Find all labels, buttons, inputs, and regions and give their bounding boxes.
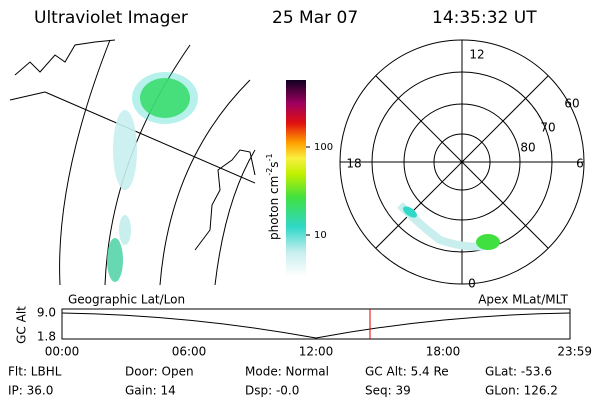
status-field: Gain: 14 <box>125 384 176 398</box>
colorbar <box>286 80 306 276</box>
colorbar-tick-label: 100 <box>314 142 333 153</box>
timeline-left-label: Geographic Lat/Lon <box>68 293 185 307</box>
unit: photon cm <box>267 176 281 240</box>
status: Flt: LBHL Door: Open Mode: Normal GC Alt: 5… <box>8 365 558 398</box>
status-field: GC Alt: 5.4 Re <box>365 365 449 379</box>
lat-label: 60 <box>564 97 579 111</box>
timeline-right-label: Apex MLat/MLT <box>478 293 568 307</box>
mlt-label: 6 <box>576 157 584 171</box>
date: 25 Mar 07 <box>272 8 358 28</box>
lat-label: 80 <box>520 141 535 155</box>
alt-tick: 9.0 <box>37 306 56 320</box>
status-field: GLon: 126.2 <box>485 384 558 398</box>
status-field: Door: Open <box>125 365 194 379</box>
altitude-curve <box>61 312 571 339</box>
exponent: -2 <box>265 168 274 176</box>
timeline-box <box>61 308 571 340</box>
status-field: GLat: -53.6 <box>485 365 552 379</box>
status-field: IP: 36.0 <box>8 384 53 398</box>
time-tick: 12:00 <box>299 345 334 359</box>
status-field: Mode: Normal <box>245 365 329 379</box>
time-tick: 23:59 <box>557 345 592 359</box>
mlt-label: 12 <box>469 48 484 62</box>
status-field: Dsp: -0.0 <box>245 384 299 398</box>
timeline-axis-label: GC Alt <box>15 306 29 344</box>
status-field: Seq: 39 <box>365 384 411 398</box>
polar-plot <box>339 39 585 285</box>
time-tick: 18:00 <box>426 345 461 359</box>
alt-tick: 1.8 <box>37 330 56 344</box>
time: 14:35:32 UT <box>432 8 537 28</box>
time-tick: 00:00 <box>45 345 80 359</box>
colorbar-label: photon cm-2s-1 <box>265 153 281 240</box>
unit: s <box>267 161 281 167</box>
time-tick: 06:00 <box>172 345 207 359</box>
exponent: -1 <box>265 153 274 161</box>
mlt-label: 0 <box>468 277 476 291</box>
lat-label: 70 <box>540 121 555 135</box>
mlt-label: 18 <box>346 157 361 171</box>
geo-map <box>9 39 256 286</box>
colorbar-tick-label: 10 <box>314 230 327 241</box>
title: Ultraviolet Imager <box>34 8 188 28</box>
status-field: Flt: LBHL <box>8 365 62 379</box>
